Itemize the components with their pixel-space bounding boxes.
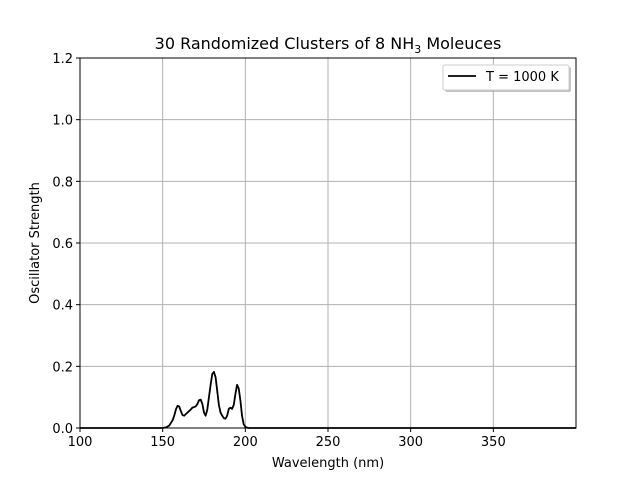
- chart-title-main: 30 Randomized Clusters of 8 NH: [155, 34, 415, 53]
- x-tick-label: 300: [398, 435, 423, 450]
- series-line: [80, 370, 576, 429]
- chart-title: 30 Randomized Clusters of 8 NH3 Moleuces: [155, 34, 502, 56]
- legend-box: [442, 64, 570, 91]
- y-tick-label: 1.2: [52, 52, 73, 67]
- legend: T = 1000 K: [442, 64, 571, 92]
- legend-entry-label: T = 1000 K: [485, 70, 559, 85]
- x-tick-label: 100: [68, 435, 93, 450]
- x-tick-label: 200: [233, 435, 258, 450]
- grid-lines: [79, 57, 576, 429]
- chart-title-subscript: 3: [414, 43, 421, 56]
- x-axis-ticks: 100 150 200 250 300 350: [68, 428, 506, 450]
- x-tick-label: 350: [481, 435, 506, 450]
- x-axis-label: Wavelength (nm): [272, 456, 384, 471]
- y-tick-label: 0.2: [52, 360, 73, 375]
- y-axis-ticks: 0.0 0.2 0.4 0.6 0.8 1.0 1.2: [52, 52, 80, 437]
- chart-title-suffix: Moleuces: [421, 34, 501, 53]
- y-tick-label: 0.4: [52, 299, 73, 314]
- y-tick-label: 1.0: [52, 114, 73, 129]
- y-axis-label: Oscillator Strength: [28, 182, 43, 304]
- y-tick-label: 0.6: [52, 237, 73, 252]
- y-tick-label: 0.8: [52, 175, 73, 190]
- y-tick-label: 0.0: [52, 422, 73, 437]
- x-tick-label: 150: [150, 435, 175, 450]
- x-tick-label: 250: [316, 435, 341, 450]
- series-layer: [80, 370, 576, 429]
